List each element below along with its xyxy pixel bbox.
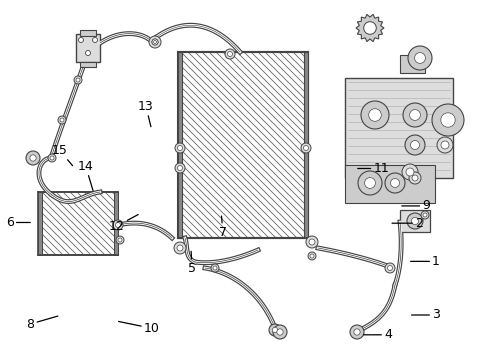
Circle shape [308, 252, 316, 260]
Text: 8: 8 [26, 316, 58, 330]
Circle shape [116, 222, 121, 228]
Circle shape [423, 213, 427, 217]
Circle shape [415, 53, 425, 63]
Bar [80, 30, 96, 36]
Circle shape [407, 213, 423, 229]
Text: 5: 5 [188, 251, 196, 275]
Text: 13: 13 [138, 100, 154, 127]
Circle shape [412, 217, 418, 225]
Text: 11: 11 [358, 162, 389, 175]
Circle shape [385, 263, 395, 273]
Circle shape [358, 171, 382, 195]
Circle shape [93, 37, 98, 42]
Circle shape [175, 163, 185, 173]
Circle shape [213, 266, 217, 270]
Text: 12: 12 [109, 215, 138, 233]
Circle shape [273, 325, 287, 339]
Text: 15: 15 [52, 144, 73, 166]
Circle shape [412, 175, 418, 181]
Text: 6: 6 [6, 216, 30, 229]
Text: 1: 1 [411, 255, 440, 268]
Circle shape [152, 39, 158, 45]
Circle shape [225, 49, 235, 59]
Circle shape [58, 116, 66, 124]
Bar [38, 192, 42, 255]
Circle shape [50, 156, 54, 160]
Circle shape [175, 143, 185, 153]
Polygon shape [356, 14, 384, 42]
Bar [178, 52, 308, 238]
Circle shape [408, 46, 432, 70]
Circle shape [177, 145, 182, 150]
Circle shape [269, 324, 281, 336]
Circle shape [74, 76, 82, 84]
Circle shape [354, 329, 360, 335]
Circle shape [301, 143, 311, 153]
Text: 10: 10 [119, 321, 160, 335]
Circle shape [76, 78, 80, 82]
Circle shape [441, 141, 449, 149]
Bar [400, 210, 430, 232]
Circle shape [350, 325, 364, 339]
Circle shape [306, 236, 318, 248]
Circle shape [149, 36, 161, 48]
Bar [80, 62, 96, 67]
Circle shape [421, 211, 429, 219]
Circle shape [227, 51, 232, 57]
Circle shape [368, 109, 381, 121]
Circle shape [177, 166, 182, 171]
Circle shape [153, 41, 156, 44]
Circle shape [391, 179, 399, 188]
Circle shape [78, 37, 83, 42]
Bar [114, 192, 118, 255]
Circle shape [432, 104, 464, 136]
Circle shape [406, 168, 414, 176]
Circle shape [113, 220, 123, 230]
Circle shape [361, 101, 389, 129]
Circle shape [388, 266, 392, 270]
Circle shape [402, 164, 418, 180]
Circle shape [60, 118, 64, 122]
Text: 14: 14 [78, 160, 94, 191]
Circle shape [118, 238, 122, 242]
Bar [178, 52, 182, 238]
Text: 4: 4 [364, 328, 392, 341]
Circle shape [365, 177, 375, 188]
Circle shape [116, 236, 124, 244]
Circle shape [411, 140, 419, 149]
Circle shape [174, 242, 186, 254]
Circle shape [177, 245, 183, 251]
Bar [304, 52, 308, 238]
Text: 9: 9 [402, 199, 430, 212]
Bar [400, 55, 425, 73]
Circle shape [309, 239, 315, 245]
Circle shape [403, 103, 427, 127]
Circle shape [48, 154, 56, 162]
Bar [345, 78, 453, 178]
Text: 3: 3 [412, 309, 440, 321]
Circle shape [385, 173, 405, 193]
Circle shape [277, 329, 283, 335]
Circle shape [441, 113, 455, 127]
Bar [345, 165, 435, 203]
Bar [38, 192, 118, 255]
Circle shape [310, 254, 314, 258]
Circle shape [211, 264, 219, 272]
Text: 7: 7 [219, 216, 227, 239]
Circle shape [152, 39, 158, 45]
Text: 2: 2 [392, 217, 423, 230]
Circle shape [405, 135, 425, 155]
Bar [76, 34, 100, 62]
Circle shape [409, 172, 421, 184]
Circle shape [85, 50, 91, 55]
Circle shape [26, 151, 40, 165]
Circle shape [364, 22, 376, 34]
Circle shape [272, 327, 278, 333]
Circle shape [437, 137, 453, 153]
Circle shape [303, 145, 309, 150]
Circle shape [410, 109, 420, 120]
Circle shape [30, 155, 36, 161]
